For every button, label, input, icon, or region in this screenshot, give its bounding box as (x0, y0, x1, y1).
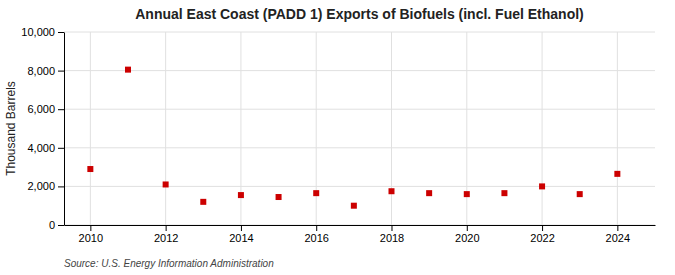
y-tick: 6,000 (27, 103, 64, 115)
y-tick: 0 (49, 219, 64, 231)
point (426, 190, 432, 196)
y-tick: 8,000 (27, 65, 64, 77)
x-tick-label: 2022 (530, 232, 554, 244)
x-tick: 2018 (380, 225, 404, 244)
grid-line-x (617, 32, 618, 225)
point (539, 183, 545, 189)
x-tick-mark (241, 225, 242, 231)
point (276, 194, 282, 200)
y-tick-label: 10,000 (21, 26, 55, 38)
x-tick: 2024 (606, 225, 630, 244)
y-tick-label: 0 (49, 219, 55, 231)
y-tick: 4,000 (27, 142, 64, 154)
y-axis-title: Thousand Barrels (4, 81, 18, 176)
point (163, 181, 169, 187)
grid-line-x (391, 32, 392, 225)
grid-line-y (64, 186, 655, 187)
x-tick: 2020 (455, 225, 479, 244)
chart-title: Annual East Coast (PADD 1) Exports of Bi… (135, 6, 584, 22)
point (577, 191, 583, 197)
x-tick-mark (542, 225, 543, 231)
grid-line-x (165, 32, 166, 225)
y-tick-label: 2,000 (27, 180, 55, 192)
y-tick-mark (58, 186, 64, 187)
point (614, 171, 620, 177)
y-tick-label: 8,000 (27, 65, 55, 77)
point (200, 199, 206, 205)
x-tick-mark (391, 225, 392, 231)
y-axis-line (64, 33, 65, 226)
y-tick-mark (58, 148, 64, 149)
x-axis: 2010 2012 2014 2016 2018 2020 2022 2024 (65, 225, 656, 244)
x-axis-line (65, 225, 656, 226)
y-tick-mark (58, 109, 64, 110)
point (501, 190, 507, 196)
x-tick: 2014 (229, 225, 253, 244)
point (351, 203, 357, 209)
x-tick-mark (467, 225, 468, 231)
chart-svg: 2010 2012 2014 2016 2018 2020 2022 2024 0 2,000 4,… (0, 0, 675, 275)
y-tick-label: 6,000 (27, 103, 55, 115)
x-tick: 2022 (530, 225, 554, 244)
x-tick-label: 2020 (455, 232, 479, 244)
y-axis: 0 2,000 4,000 6,000 8,000 10,000 (21, 26, 64, 231)
x-tick-label: 2014 (229, 232, 253, 244)
x-tick-mark (617, 225, 618, 231)
x-tick-label: 2012 (154, 232, 178, 244)
x-tick-mark (90, 225, 91, 231)
points (87, 67, 620, 209)
y-tick-mark (58, 225, 64, 226)
grid-line-y (64, 70, 655, 71)
x-tick: 2012 (154, 225, 178, 244)
grid-line-x (90, 32, 91, 225)
y-tick-label: 4,000 (27, 142, 55, 154)
grid-line-x (542, 32, 543, 225)
point (464, 191, 470, 197)
x-tick-mark (166, 225, 167, 231)
x-tick-label: 2010 (79, 232, 103, 244)
y-tick-mark (58, 32, 64, 33)
grid-line-y (64, 32, 655, 33)
grid-line-y (64, 109, 655, 110)
grid-line-y (64, 225, 655, 226)
point (87, 166, 93, 172)
x-tick: 2016 (304, 225, 328, 244)
point (388, 188, 394, 194)
x-tick-mark (316, 225, 317, 231)
x-tick: 2010 (79, 225, 103, 244)
source-annotation: Source: U.S. Energy Information Administ… (64, 258, 274, 269)
chart-container: 2010 2012 2014 2016 2018 2020 2022 2024 0 2,000 4,… (0, 0, 675, 275)
grid (64, 32, 655, 225)
y-tick-mark (58, 71, 64, 72)
point (125, 67, 131, 73)
point (238, 192, 244, 198)
x-tick-label: 2024 (606, 232, 630, 244)
grid-line-y (64, 147, 655, 148)
point (313, 190, 319, 196)
x-tick-label: 2018 (380, 232, 404, 244)
y-tick: 2,000 (27, 180, 64, 192)
x-tick-label: 2016 (304, 232, 328, 244)
y-tick: 10,000 (21, 26, 64, 38)
